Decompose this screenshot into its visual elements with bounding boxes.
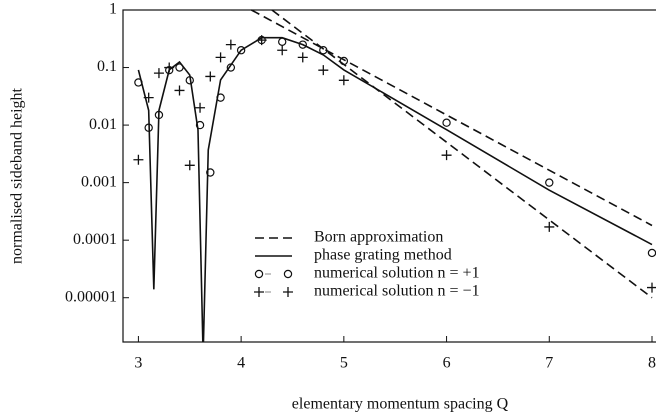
legend-label: phase grating method <box>314 247 452 264</box>
series-line <box>137 36 653 342</box>
series-line <box>271 9 653 299</box>
cross-marker <box>174 85 185 96</box>
cross-marker <box>153 68 164 79</box>
cross-marker <box>647 282 656 293</box>
circle-marker <box>175 63 184 72</box>
y-axis-label: normalised sideband height <box>9 87 26 264</box>
x-axis-label: elementary momentum spacing Q <box>292 396 509 413</box>
y-tick-label: 0.00001 <box>65 288 117 305</box>
circle-marker <box>185 76 194 85</box>
cross-marker <box>164 62 175 73</box>
circle-marker <box>226 63 236 72</box>
circle-marker <box>283 269 293 279</box>
y-tick-label: 0.01 <box>89 116 117 133</box>
cross-marker <box>283 287 293 297</box>
circle-marker <box>647 248 656 258</box>
x-tick-label: 7 <box>545 355 553 372</box>
cross-marker <box>256 35 267 46</box>
cross-marker <box>184 160 195 171</box>
legend-label: numerical solution n = −1 <box>314 283 480 300</box>
legend-label: numerical solution n = +1 <box>314 265 480 282</box>
circle-marker <box>442 118 451 127</box>
legend-label: Born approximation <box>314 229 443 246</box>
cross-marker <box>215 52 226 63</box>
circle-marker <box>254 269 264 279</box>
plot-frame <box>122 9 656 343</box>
x-tick-label: 6 <box>443 355 451 372</box>
circle-marker <box>134 78 143 87</box>
cross-marker <box>544 221 555 232</box>
y-tick-label: 0.1 <box>97 58 117 75</box>
y-tick-label: 0.0001 <box>73 231 117 248</box>
x-tick-label: 3 <box>134 355 142 372</box>
circle-marker <box>206 168 215 177</box>
cross-marker <box>277 45 288 56</box>
cross-marker <box>143 92 154 103</box>
y-tick-label: 1 <box>109 1 117 18</box>
circle-marker <box>236 46 246 55</box>
circle-marker <box>278 37 287 47</box>
series-line <box>251 9 653 227</box>
circle-marker <box>339 56 349 66</box>
circle-marker <box>154 110 164 120</box>
circle-marker <box>298 40 307 49</box>
x-tick-label: 8 <box>648 355 656 372</box>
cross-marker <box>205 71 216 82</box>
cross-marker <box>318 65 329 76</box>
x-tick-label: 5 <box>340 355 348 372</box>
cross-marker <box>254 287 264 297</box>
cross-marker <box>297 52 308 63</box>
circle-marker <box>319 46 328 55</box>
y-tick-label: 0.001 <box>81 173 117 190</box>
cross-marker <box>338 75 349 86</box>
cross-marker <box>133 154 144 165</box>
circle-marker <box>545 178 554 187</box>
circle-marker <box>195 120 205 130</box>
cross-marker <box>225 39 236 50</box>
plot-area <box>133 9 656 342</box>
x-tick-label: 4 <box>237 355 245 372</box>
cross-marker <box>441 150 452 161</box>
circle-marker <box>216 93 225 102</box>
circle-marker <box>144 123 153 132</box>
cross-marker <box>195 102 206 113</box>
